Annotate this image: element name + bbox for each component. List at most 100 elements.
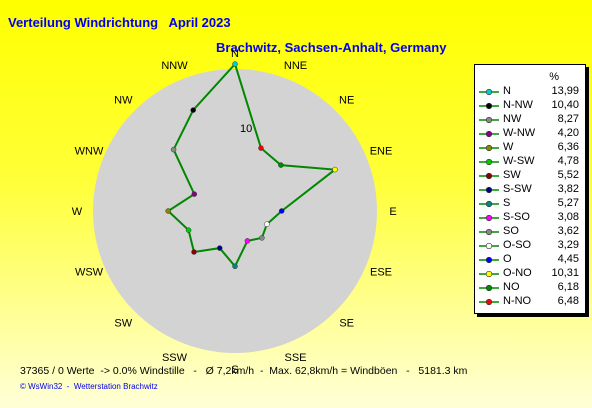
legend-row: SO 3,62 [475,225,585,239]
legend: % N 13,99 N-NW 10,40 NW 8,27 W-NW 4,20 W 6,36 W-SW… [474,64,586,314]
legend-marker-icon [479,88,499,96]
legend-value: 3,29 [557,239,579,251]
direction-label-s: S [231,364,238,376]
legend-marker-icon [479,256,499,264]
legend-label: W [503,141,514,153]
legend-value: 6,36 [557,141,579,153]
ring-label-10: 10 [240,123,252,135]
data-point-ne [278,162,284,168]
legend-marker-icon [479,284,499,292]
legend-label: O-NO [503,267,532,279]
legend-marker-icon [479,172,499,180]
legend-label: N-NO [503,295,532,307]
legend-row: SW 5,52 [475,169,585,183]
legend-marker-icon [479,102,499,110]
legend-label: S-SO [503,211,530,223]
data-point-ene [332,166,338,173]
data-point-sw [191,249,197,255]
legend-label: O-SO [503,239,532,251]
legend-row: NW 8,27 [475,113,585,127]
legend-row: W-NW 4,20 [475,127,585,141]
legend-row: O 4,45 [475,253,585,267]
legend-value: 10,31 [551,267,579,279]
direction-label-w: W [72,206,83,218]
legend-row: O-NO 10,31 [475,267,585,281]
legend-value: 4,45 [557,253,579,265]
legend-marker-icon [479,130,499,138]
direction-label-sse: SSE [284,352,306,364]
legend-marker-icon [479,214,499,222]
legend-marker-icon [479,186,499,194]
chart-title: Verteilung Windrichtung April 2023 [8,15,231,30]
legend-label: SO [503,225,519,237]
direction-label-nw: NW [114,94,133,106]
legend-value: 6,48 [557,295,579,307]
legend-row: S 5,27 [475,197,585,211]
legend-row: S-SW 3,82 [475,183,585,197]
legend-value: 6,18 [557,281,579,293]
footer-credit: © WsWin32 - Wetterstation Brachwitz [20,382,158,391]
legend-label: NO [503,281,520,293]
legend-row: W-SW 4,78 [475,155,585,169]
legend-row: W 6,36 [475,141,585,155]
direction-label-se: SE [339,318,354,330]
footer-stats: 37365 / 0 Werte -> 0.0% Windstille - Ø 7… [20,365,468,377]
legend-value: 5,52 [557,169,579,181]
data-point-wnw [191,191,198,197]
data-point-s [232,263,238,270]
direction-label-ne: NE [339,94,354,106]
legend-marker-icon [479,228,499,236]
legend-label: W-SW [503,155,535,167]
legend-value: 13,99 [551,85,579,97]
data-point-n [232,61,238,67]
data-point-e [278,208,285,214]
legend-unit: % [549,71,559,83]
legend-label: S-SW [503,183,532,195]
legend-row: O-SO 3,29 [475,239,585,253]
legend-label: NW [503,113,522,125]
data-point-wsw [185,227,192,233]
legend-value: 5,27 [557,197,579,209]
direction-label-nne: NNE [284,60,307,72]
legend-label: N [503,85,511,97]
legend-row: NO 6,18 [475,281,585,295]
direction-label-e: E [389,206,396,218]
legend-label: W-NW [503,127,536,139]
data-point-w [165,208,171,214]
legend-marker-icon [479,144,499,152]
legend-marker-icon [479,158,499,166]
direction-label-ene: ENE [370,146,393,158]
data-point-se [259,235,265,241]
legend-marker-icon [479,242,499,250]
data-point-ese [264,221,270,227]
legend-value: 10,40 [551,99,579,111]
legend-value: 8,27 [557,113,579,125]
legend-label: SW [503,169,521,181]
legend-value: 3,82 [557,183,579,195]
legend-row: N-NW 10,40 [475,99,585,113]
legend-label: O [503,253,512,265]
data-point-sse [244,238,251,244]
data-point-nw [170,146,177,153]
legend-row: N 13,99 [475,85,585,99]
chart-location: Brachwitz, Sachsen-Anhalt, Germany [216,40,447,55]
legend-value: 4,20 [557,127,579,139]
data-point-nne [258,145,264,151]
direction-label-n: N [231,48,239,60]
direction-label-ssw: SSW [162,352,188,364]
legend-value: 3,62 [557,225,579,237]
legend-label: S [503,197,511,209]
data-point-ssw [216,245,223,251]
direction-label-wsw: WSW [75,267,104,279]
direction-label-nnw: NNW [161,60,188,72]
legend-marker-icon [479,200,499,208]
legend-label: N-NW [503,99,533,111]
data-point-nnw [190,107,196,113]
direction-label-sw: SW [114,318,132,330]
direction-label-ese: ESE [370,267,392,279]
legend-row: N-NO 6,48 [475,295,585,309]
legend-marker-icon [479,116,499,124]
legend-row: S-SO 3,08 [475,211,585,225]
legend-value: 4,78 [557,155,579,167]
